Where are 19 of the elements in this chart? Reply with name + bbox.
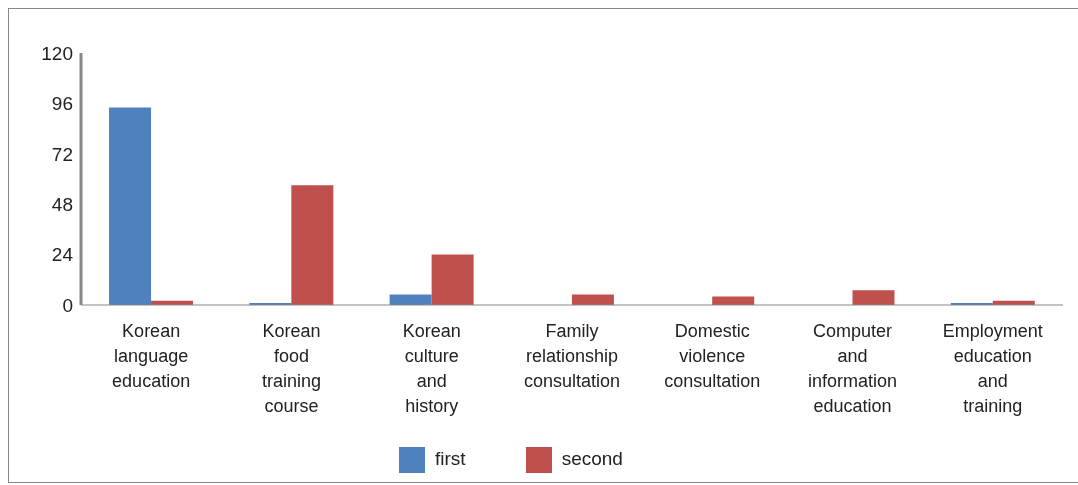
y-tick-label: 48 [51,193,73,215]
y-tick-label: 96 [51,93,73,115]
bar [431,254,474,305]
x-tick-label: Computer and information education [808,321,898,416]
y-tick-label: 24 [51,244,74,266]
x-tick-label: Family relationship consultation [523,321,621,391]
y-tick-label: 120 [41,42,73,64]
y-tick-label: 72 [51,143,73,165]
y-tick-label: 0 [62,294,73,316]
x-tick-label: Employment education and training [942,321,1043,416]
bar [109,107,152,305]
bar [291,185,334,305]
x-tick-label: Korean culture and history [402,321,461,416]
x-tick-label: Domestic violence consultation [664,321,761,391]
bar [852,290,895,305]
x-tick-label: Korean food training course [261,321,321,416]
legend-label: second [561,448,623,470]
legend-label: first [435,448,466,470]
x-tick-label: Korean language education [112,321,191,391]
